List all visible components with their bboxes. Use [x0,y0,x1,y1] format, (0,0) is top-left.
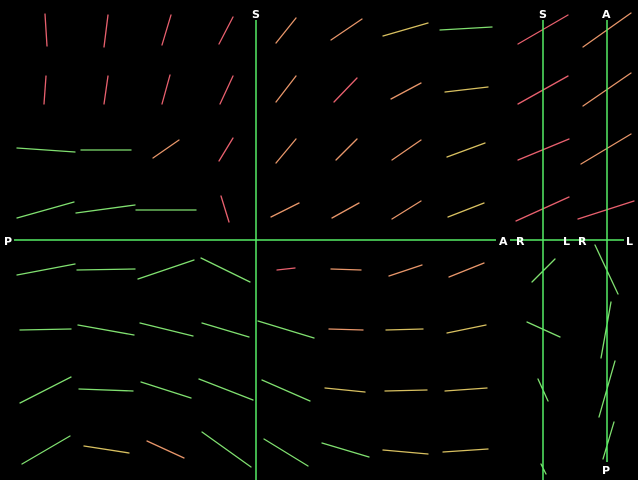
orientation-glyph [388,264,423,277]
orientation-glyph [390,82,422,100]
orientation-glyph [103,14,109,48]
orientation-glyph [19,376,72,404]
orientation-glyph [335,138,358,161]
orientation-glyph [140,381,192,399]
orientation-glyph [21,435,71,465]
orientation-glyph [321,442,370,458]
orientation-glyph [447,202,485,218]
orientation-glyph [602,421,615,460]
orientation-glyph [261,379,311,402]
coronal-right-label: L [626,235,633,248]
main-top-label: S [252,8,260,21]
orientation-glyph [276,267,296,271]
orientation-glyph [76,268,136,271]
orientation-glyph [75,204,136,214]
orientation-glyph [330,18,363,41]
orientation-glyph [328,328,364,331]
sagittal-left-label: R [516,235,525,248]
orientation-glyph [78,388,134,392]
orientation-glyph [83,445,130,454]
orientation-glyph [198,378,254,401]
orientation-glyph [382,449,429,455]
main-left-label: P [4,235,12,248]
orientation-glyph [103,75,109,105]
orientation-glyph [146,440,185,459]
orientation-glyph [201,431,252,468]
orientation-glyph [600,301,612,359]
sagittal-right-label: L [563,235,570,248]
orientation-glyph [220,195,230,223]
orientation-glyph [16,147,76,153]
orientation-glyph [218,137,234,162]
orientation-glyph [448,262,485,278]
orientation-glyph [439,26,493,31]
orientation-glyph [43,75,47,105]
orientation-glyph [446,142,486,158]
orientation-field [16,12,635,475]
orientation-glyph [201,322,250,338]
orientation-glyph [391,200,422,220]
orientation-glyph [444,86,489,93]
orientation-glyph [161,14,172,46]
orientation-glyph [200,257,251,283]
orientation-glyph [385,328,424,331]
coronal-bottom-label: P [602,464,610,477]
orientation-glyph [44,13,48,47]
orientation-glyph [442,448,489,453]
orientation-glyph [275,17,297,44]
orientation-glyph [270,202,300,218]
orientation-glyph [161,74,171,105]
orientation-glyph [16,201,75,219]
orientation-glyph [137,259,195,280]
orientation-glyph [263,438,309,467]
orientation-glyph [275,75,297,103]
orientation-glyph [139,322,194,337]
sagittal-top-label: S [539,8,547,21]
orientation-glyph [382,22,429,37]
orientation-glyph [218,16,234,45]
orientation-glyph [444,387,488,392]
orientation-glyph [580,133,632,165]
orientation-glyph [152,139,180,159]
orientation-glyph [275,138,297,164]
orientation-glyph [384,389,428,392]
orientation-glyph [330,268,362,271]
orientation-glyph [219,75,234,105]
orientation-glyph [77,324,135,336]
coronal-top-label: A [602,8,611,21]
orientation-glyph [16,263,76,276]
main-right-label: A [499,235,508,248]
orientation-glyph [391,139,422,161]
orientation-glyph [333,77,358,103]
coronal-left-label: R [578,235,587,248]
orientation-glyph [324,387,366,393]
orientation-glyph [446,324,487,334]
orientation-glyph [331,202,360,219]
orientation-glyph [577,200,635,220]
orientation-glyph [257,320,315,339]
orientation-glyph [19,328,72,331]
